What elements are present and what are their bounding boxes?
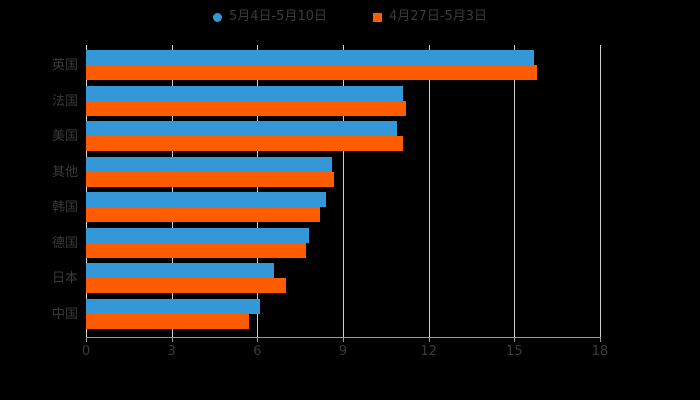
bar-series-a[interactable] (86, 192, 326, 207)
bar-series-a[interactable] (86, 121, 398, 136)
bar-series-a[interactable] (86, 156, 332, 172)
bar-group (86, 156, 600, 187)
x-tick-label-18: 18 (591, 344, 609, 359)
y-axis-label-0: 英国 (51, 58, 78, 73)
bar-group (86, 263, 600, 293)
bar-group (86, 85, 600, 116)
bar-group (86, 192, 600, 222)
plot-area: 0 3 6 9 12 15 18 (82, 45, 608, 359)
bar-series-b[interactable] (86, 207, 321, 222)
circle-marker-icon (212, 12, 222, 22)
bar-series-a[interactable] (86, 263, 275, 278)
x-tick-label-3: 3 (167, 344, 176, 359)
bar-series-a[interactable] (86, 298, 261, 314)
x-tick-label-15: 15 (506, 344, 523, 359)
y-axis-label-7: 中国 (51, 306, 78, 322)
y-axis-label-5: 德国 (51, 235, 78, 251)
gridline-18 (600, 45, 601, 337)
gridline-15 (514, 45, 516, 337)
x-tick-label-6: 6 (253, 344, 262, 359)
y-axis-label-1: 法国 (51, 93, 78, 109)
gridline-9 (343, 45, 344, 337)
x-tick-mark-9 (343, 337, 344, 342)
bar-series-b[interactable] (86, 136, 403, 151)
bar-group (86, 121, 600, 151)
x-tick-mark-0 (86, 337, 87, 342)
legend-label: 4月27日-5月3日 (389, 9, 488, 24)
bar-series-b[interactable] (86, 242, 306, 258)
gridline-6 (257, 45, 259, 337)
chart-legend: 5月4日-5月10日 4月27日-5月3日 (0, 10, 700, 24)
legend-label: 5月4日-5月10日 (228, 9, 327, 24)
bar-series-a[interactable] (86, 85, 403, 101)
x-tick-mark-6 (257, 337, 259, 342)
bar-series-b[interactable] (86, 278, 286, 293)
bar-series-b[interactable] (86, 100, 406, 116)
bar-group (86, 50, 600, 80)
x-tick-mark-18 (600, 337, 601, 342)
y-axis-label-6: 日本 (51, 271, 78, 286)
gridline-3 (171, 45, 173, 337)
x-tick-label-9: 9 (338, 344, 348, 359)
gridline-12 (428, 45, 430, 337)
y-axis-label-3: 其他 (51, 164, 78, 180)
y-axis-label-4: 韩国 (51, 200, 78, 215)
bar-series-b[interactable] (86, 171, 335, 187)
y-axis-line (86, 45, 87, 337)
bar-series-b[interactable] (86, 65, 538, 80)
x-tick-mark-15 (514, 337, 516, 342)
x-tick-mark-12 (428, 337, 430, 342)
bar-group (86, 227, 600, 258)
square-marker-icon (373, 12, 382, 22)
x-tick-label-0: 0 (81, 344, 91, 359)
x-tick-mark-3 (171, 337, 173, 342)
bar-series-a[interactable] (86, 50, 535, 65)
legend-entry-1[interactable]: 5月4日-5月10日 (212, 9, 327, 24)
bar-series-a[interactable] (86, 227, 309, 243)
bar-group (86, 298, 600, 329)
legend-entry-2[interactable]: 4月27日-5月3日 (373, 10, 487, 24)
bar-series-b[interactable] (86, 313, 249, 329)
x-tick-label-12: 12 (420, 344, 437, 359)
y-axis-label-2: 美国 (51, 129, 78, 144)
